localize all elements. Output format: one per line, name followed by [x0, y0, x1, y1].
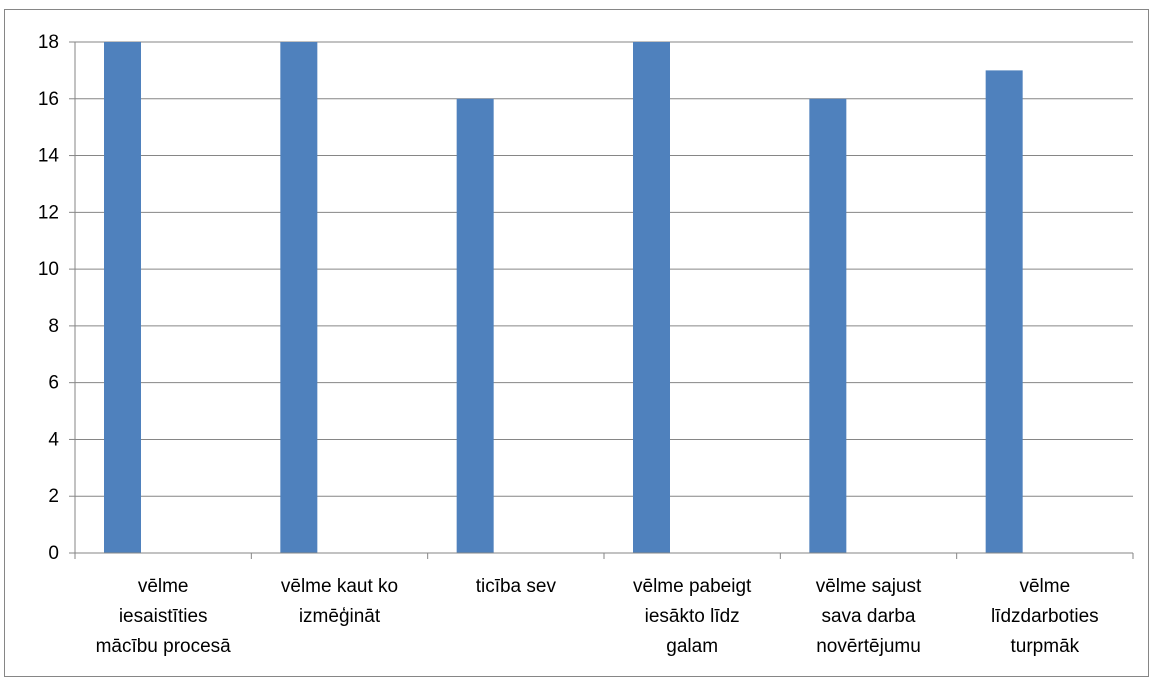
bar [809, 98, 847, 554]
y-tick-label: 10 [38, 259, 59, 280]
category-label: vēlme kaut ko izmēģināt [281, 576, 398, 627]
axes [69, 41, 1134, 559]
y-tick-label: 8 [48, 316, 59, 337]
bar [456, 98, 494, 554]
y-tick-label: 0 [48, 543, 59, 564]
y-tick-label: 2 [48, 486, 59, 507]
y-tick-label: 14 [38, 146, 60, 167]
bar [633, 42, 670, 553]
bar [104, 42, 141, 553]
category-label: vēlme līdzdarboties turpmāk [991, 576, 1099, 657]
y-tick-label: 4 [48, 429, 59, 450]
bar [280, 42, 318, 553]
bars [104, 42, 1023, 554]
category-label: ticība sev [476, 576, 557, 597]
category-label: vēlme pabeigt iesākto līdz galam [633, 576, 752, 657]
chart-frame [4, 9, 1149, 677]
y-tick-label: 16 [38, 89, 59, 110]
category-label: vēlme sajust sava darba novērtējumu [816, 576, 922, 657]
category-labels: vēlme iesaistīties mācību procesā vēlme kau… [96, 576, 1099, 657]
y-tick-labels: 0 2 4 6 8 10 12 14 16 18 [38, 32, 60, 564]
bar [985, 70, 1023, 553]
y-tick-label: 18 [38, 32, 59, 53]
y-tick-label: 6 [48, 373, 59, 394]
category-label: vēlme iesaistīties mācību procesā [96, 576, 232, 657]
gridlines [75, 41, 1133, 497]
y-tick-label: 12 [38, 202, 59, 223]
